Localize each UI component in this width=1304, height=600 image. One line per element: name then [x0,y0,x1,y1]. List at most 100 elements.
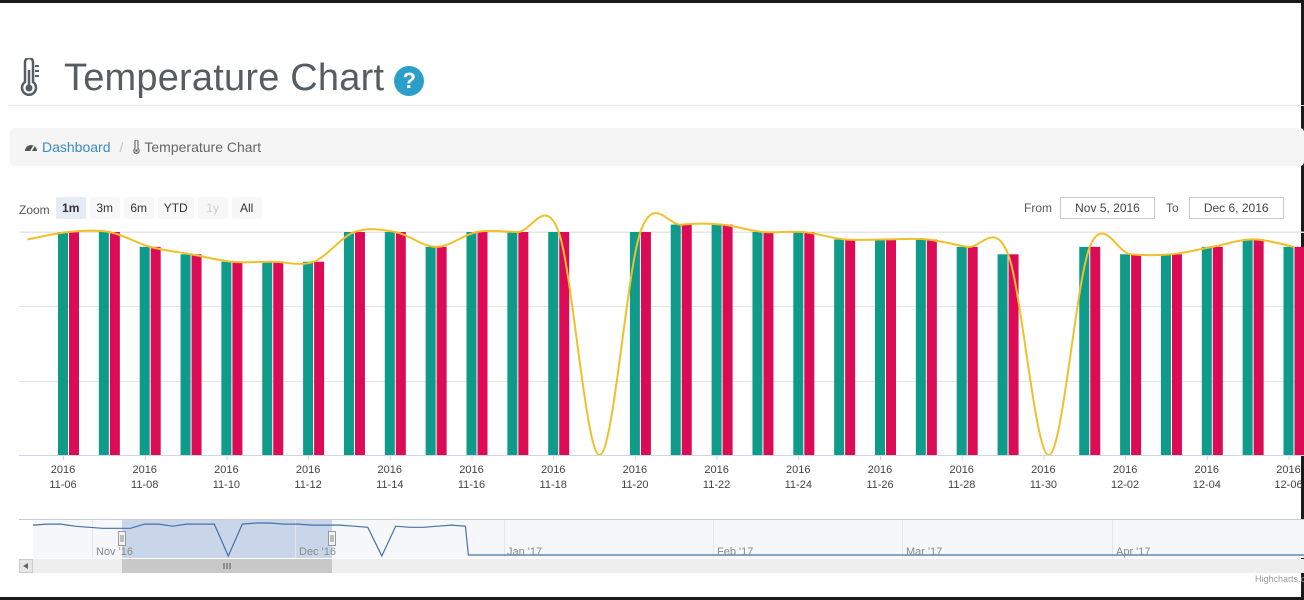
column-series-1-bar [548,232,559,455]
column-series-2-bar [150,246,161,455]
x-tick-label-date: 12-02 [1111,479,1139,491]
column-series-1-bar [221,261,232,455]
column-series-2-bar [1253,239,1264,455]
column-series-1-bar [425,246,436,455]
x-tick-label-date: 12-06 [1274,479,1302,491]
column-series-1-bar [98,232,109,455]
x-tick-label-date: 11-12 [294,479,321,491]
column-series-2-bar [354,232,365,455]
column-series-2-bar [886,239,896,455]
navigator: Nov '16 Dec '16 Jan '17 Feb '17 Mar '17 Apr '… [19,519,1304,573]
zoom-6m-button[interactable]: 6m [123,197,154,219]
column-series-2-bar [1171,254,1182,455]
zoom-all-button[interactable]: All [231,197,262,219]
x-tick-label-year: 2016 [1113,464,1137,476]
x-tick-label-date: 12-04 [1193,479,1221,491]
column-series-1-bar [139,246,150,455]
x-tick-label-year: 2016 [541,464,565,476]
x-tick-label-year: 2016 [949,464,973,476]
column-series-2-bar [395,232,406,455]
zoom-1m-button[interactable]: 1m [55,197,86,219]
column-series-1-bar [384,232,395,455]
zoom-1y-button[interactable]: 1y [197,197,228,219]
column-series-1-bar [466,232,477,455]
x-tick-label-year: 2016 [214,464,238,476]
navigator-axis-label: Nov '16 [96,546,133,558]
page-title: Temperature Chart [64,56,385,99]
highcharts-credits[interactable]: Highcharts.com [1255,574,1304,584]
column-series-2-bar [436,246,447,455]
x-tick-label-year: 2016 [378,464,402,476]
from-label: From [1024,201,1052,215]
x-tick-label-year: 2016 [786,464,810,476]
column-series-2-bar [845,239,856,455]
header-divider [8,105,1304,106]
column-series-2-bar [1008,254,1019,455]
navigator-handle-right[interactable] [328,531,336,546]
column-series-1-bar [670,224,681,455]
breadcrumb-current: Temperature Chart [132,139,261,155]
column-series-2-bar [1090,246,1101,455]
column-series-1-bar [1242,239,1253,455]
x-tick-label-date: 11-18 [540,479,567,491]
from-date-input[interactable]: Nov 5, 2016 [1060,197,1155,219]
column-series-1-bar [180,254,191,455]
navigator-handle-left[interactable] [118,531,126,546]
help-icon[interactable]: ? [394,66,425,96]
column-series-1-bar [875,239,885,455]
column-series-2-bar [69,232,79,455]
navigator-axis-label: Feb '17 [717,546,753,558]
window-bottom-border [0,597,1304,600]
scrollbar-track[interactable] [19,559,1304,573]
x-tick-label-date: 11-16 [458,479,485,491]
x-tick-label-date: 11-10 [213,479,240,491]
to-date-input[interactable]: Dec 6, 2016 [1188,197,1284,219]
column-series-1-bar [752,232,763,455]
navigator-axis-label: Dec '16 [299,546,336,558]
x-tick-label-date: 11-30 [1030,479,1057,491]
column-series-2-bar [967,246,978,455]
column-series-1-bar [1079,246,1090,455]
column-series-1-bar [629,232,640,455]
column-series-2-bar [1131,254,1142,455]
column-series-1-bar [262,261,273,455]
column-series-2-bar [1294,246,1304,455]
column-series-2-bar [1212,246,1223,455]
column-series-1-bar [343,232,354,455]
column-series-2-bar [559,232,570,455]
column-series-1-bar [507,232,518,455]
arrow-left-icon [23,563,28,569]
thermometer-icon [20,58,39,96]
column-series-2-bar [191,254,202,455]
column-series-2-bar [477,232,488,455]
x-tick-label-year: 2016 [1031,464,1055,476]
x-tick-label-year: 2016 [132,464,156,476]
column-series-1-bar [915,239,926,455]
breadcrumb-current-label: Temperature Chart [144,139,262,155]
breadcrumb: Dashboard / Temperature Chart [10,128,1304,166]
zoom-range-selector: Zoom 1m 3m 6m YTD 1y All [19,197,266,219]
column-series-1-bar [834,239,845,455]
x-tick-label-date: 11-14 [376,479,403,491]
x-tick-label-year: 2016 [704,464,728,476]
column-series-2-bar [763,232,774,455]
breadcrumb-dashboard-link[interactable]: Dashboard [24,139,111,155]
to-label: To [1166,201,1179,215]
navigator-axis-label: Jan '17 [507,546,542,558]
spline-series-line [27,212,1295,457]
column-series-2-bar [681,224,692,455]
navigator-series-line [32,522,1304,558]
x-tick-label-year: 2016 [459,464,483,476]
dashboard-icon [25,145,37,152]
column-series-1-bar [1160,254,1171,455]
x-tick-label-date: 11-06 [49,479,76,491]
thermometer-icon [133,140,141,154]
zoom-ytd-button[interactable]: YTD [157,197,194,219]
zoom-3m-button[interactable]: 3m [89,197,120,219]
column-series-1-bar [956,246,967,455]
x-tick-label-year: 2016 [296,464,320,476]
column-series-1-bar [793,232,804,455]
breadcrumb-dashboard-label: Dashboard [42,139,111,155]
column-series-1-bar [997,254,1008,455]
x-tick-label-date: 11-08 [131,479,158,491]
